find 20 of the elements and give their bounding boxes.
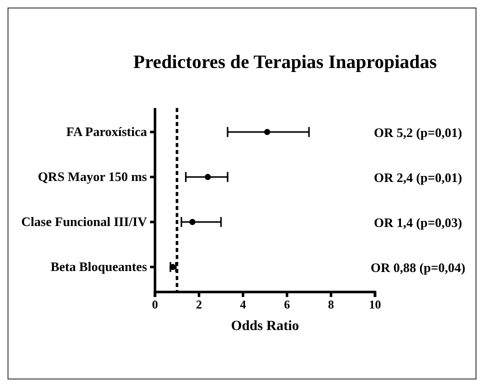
annotation: OR 2,4 (p=0,01) bbox=[374, 170, 462, 185]
x-axis-title: Odds Ratio bbox=[230, 319, 300, 334]
annotation: OR 5,2 (p=0,01) bbox=[374, 125, 462, 140]
y-tick-label: QRS Mayor 150 ms bbox=[38, 169, 147, 184]
x-tick-label: 4 bbox=[240, 298, 246, 312]
annotation: OR 0,88 (p=0,04) bbox=[370, 260, 466, 275]
point bbox=[189, 218, 196, 226]
x-tick-label: 0 bbox=[152, 298, 158, 312]
point bbox=[170, 264, 176, 270]
x-tick-label: 6 bbox=[284, 298, 290, 312]
y-tick-label: Clase Funcional III/IV bbox=[21, 214, 148, 230]
point bbox=[264, 128, 270, 136]
y-tick-label: FA Paroxística bbox=[66, 124, 148, 140]
chart-title: Predictores de Terapias Inapropiadas bbox=[133, 52, 437, 73]
x-tick-label: 8 bbox=[328, 298, 334, 312]
point bbox=[204, 174, 211, 180]
x-tick-label: 10 bbox=[369, 298, 381, 312]
x-tick-label: 2 bbox=[196, 298, 202, 312]
annotation: OR 1,4 (p=0,03) bbox=[374, 215, 462, 230]
y-tick-label: Beta Bloqueantes bbox=[50, 259, 147, 274]
